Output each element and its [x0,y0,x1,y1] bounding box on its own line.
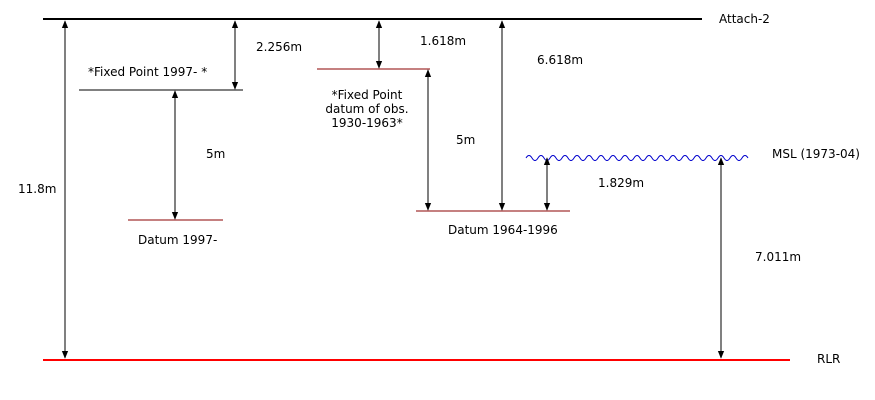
fixed-point-1930-label-line-3: 1930-1963* [331,116,403,130]
fixed-point-1997-label: *Fixed Point 1997- * [88,65,208,79]
distance-datum1964-to-msl-label: 1.829m [598,176,645,190]
distance-attach-to-datum1964-label: 6.618m [537,53,584,67]
distance-msl-to-rlr-label: 7.011m [755,250,802,264]
attach-2-label: Attach-2 [719,12,770,26]
msl-label: MSL (1973-04) [772,147,860,161]
fixed-point-1930-label-line-2: datum of obs. [325,102,409,116]
datum-1997-label: Datum 1997- [138,233,218,247]
fixed-point-1930-label-line-1: *Fixed Point [331,88,403,102]
rlr-label: RLR [817,352,841,366]
datum-1964-label: Datum 1964-1996 [448,223,558,237]
distance-attach-to-fixed1930-label: 1.618m [420,34,467,48]
distance-attach-to-fixed1997-label: 2.256m [256,40,303,54]
distance-fixed1997-to-datum1997-label: 5m [206,147,226,161]
distance-total-label: 11.8m [18,182,57,196]
msl-wave [525,155,749,161]
distance-fixed1930-to-datum1964-label: 5m [456,133,476,147]
